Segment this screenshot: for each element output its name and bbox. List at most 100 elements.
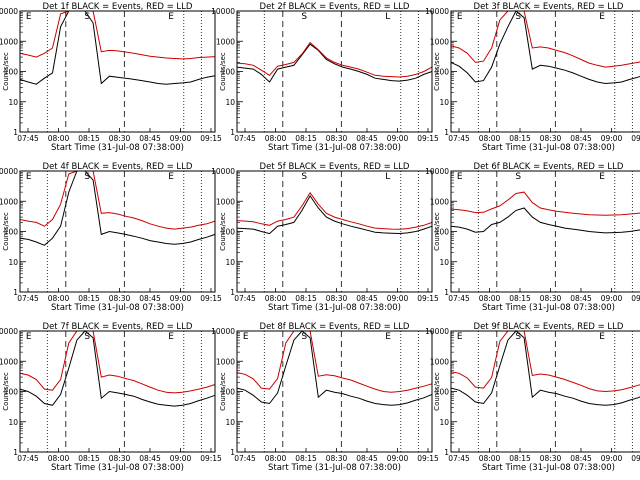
events-curve <box>19 170 216 246</box>
plot-frame <box>450 330 640 453</box>
y-tick-label: 1000 <box>216 37 235 46</box>
x-tick-label: 09:15 <box>200 134 222 143</box>
plot-frame <box>19 330 216 453</box>
x-tick-label: 07:45 <box>234 454 256 463</box>
panel-6: Det 6f BLACK = Events, RED = LLD Counts/s… <box>425 162 640 313</box>
x-tick-label: 08:30 <box>326 294 348 303</box>
lld-curve <box>450 10 640 68</box>
y-axis-label: Counts/sec <box>433 52 441 91</box>
panel-title: Det 6f BLACK = Events, RED = LLD <box>474 162 624 172</box>
y-tick-label: 1 <box>230 448 235 457</box>
x-tick-label: 08:00 <box>265 134 287 143</box>
lld-curve <box>450 191 640 216</box>
x-axis-label: Start Time (31-Jul-08 07:38:00) <box>51 463 184 473</box>
x-tick-label: 08:30 <box>326 454 348 463</box>
x-tick-label: 08:45 <box>356 134 378 143</box>
lld-curve <box>450 330 640 393</box>
x-tick-label: 08:45 <box>570 294 592 303</box>
x-tick-label: 08:15 <box>509 294 531 303</box>
event-marker-label: E <box>599 12 605 22</box>
x-tick-label: 08:00 <box>265 294 287 303</box>
x-tick-label: 09:00 <box>601 454 623 463</box>
y-tick-label: 100 <box>435 228 450 237</box>
x-axis-label: Start Time (31-Jul-08 07:38:00) <box>268 303 401 313</box>
x-tick-label: 07:45 <box>17 134 39 143</box>
event-marker-label: S <box>84 12 90 22</box>
x-tick-label: 08:30 <box>540 454 562 463</box>
panel-4: Det 4f BLACK = Events, RED = LLD Counts/s… <box>0 162 222 313</box>
x-tick-label: 09:00 <box>170 134 192 143</box>
x-tick-label: 09:00 <box>170 294 192 303</box>
x-tick-label: 08:15 <box>78 134 100 143</box>
event-marker-label: E <box>26 12 32 22</box>
panel-title: Det 3f BLACK = Events, RED = LLD <box>474 2 624 12</box>
x-tick-label: 09:15 <box>631 454 640 463</box>
x-tick-label: 08:00 <box>479 134 501 143</box>
y-axis-label: Counts/sec <box>2 372 10 411</box>
panel-7: Det 7f BLACK = Events, RED = LLD Counts/s… <box>0 322 222 473</box>
y-tick-label: 10 <box>225 258 235 267</box>
lld-curve <box>236 330 433 393</box>
x-tick-label: 07:45 <box>17 454 39 463</box>
y-tick-label: 10000 <box>425 327 449 336</box>
x-tick-label: 08:00 <box>48 294 70 303</box>
y-tick-label: 10 <box>225 98 235 107</box>
x-tick-label: 08:15 <box>78 454 100 463</box>
plot-frame <box>236 10 433 133</box>
x-tick-label: 09:15 <box>417 134 439 143</box>
x-tick-label: 09:15 <box>631 294 640 303</box>
x-tick-label: 08:15 <box>295 134 317 143</box>
event-marker-label: S <box>301 12 307 22</box>
x-tick-label: 08:45 <box>356 454 378 463</box>
y-tick-label: 1000 <box>430 197 449 206</box>
event-marker-label: S <box>301 332 307 342</box>
x-tick-label: 08:15 <box>509 134 531 143</box>
y-tick-label: 1 <box>444 128 449 137</box>
y-tick-label: 10000 <box>425 7 449 16</box>
y-tick-label: 10 <box>8 418 18 427</box>
y-tick-label: 1 <box>13 448 18 457</box>
y-tick-label: 100 <box>221 228 236 237</box>
panel-title: Det 8f BLACK = Events, RED = LLD <box>260 322 410 332</box>
y-tick-label: 1 <box>444 288 449 297</box>
x-tick-label: 09:00 <box>387 294 409 303</box>
y-tick-label: 10 <box>8 258 18 267</box>
x-tick-label: 08:00 <box>479 454 501 463</box>
lld-curve <box>236 41 433 78</box>
y-tick-label: 10000 <box>0 167 18 176</box>
panel-8: Det 8f BLACK = Events, RED = LLD Counts/s… <box>211 322 439 473</box>
y-tick-label: 1000 <box>430 357 449 366</box>
x-axis-label: Start Time (31-Jul-08 07:38:00) <box>51 303 184 313</box>
x-tick-label: 08:15 <box>295 294 317 303</box>
events-curve <box>450 10 640 85</box>
y-axis-label: Counts/sec <box>433 372 441 411</box>
y-tick-label: 10000 <box>211 7 235 16</box>
x-tick-label: 08:30 <box>326 134 348 143</box>
panel-title: Det 4f BLACK = Events, RED = LLD <box>43 162 193 172</box>
y-tick-label: 10 <box>225 418 235 427</box>
y-tick-label: 1000 <box>216 197 235 206</box>
events-curve <box>236 330 433 406</box>
x-axis-label: Start Time (31-Jul-08 07:38:00) <box>268 463 401 473</box>
y-axis-label: Counts/sec <box>219 52 227 91</box>
y-tick-label: 10 <box>8 98 18 107</box>
y-tick-label: 1000 <box>0 197 18 206</box>
x-tick-label: 08:45 <box>356 294 378 303</box>
x-axis-label: Start Time (31-Jul-08 07:38:00) <box>482 143 615 153</box>
x-tick-label: 09:15 <box>417 454 439 463</box>
y-axis-label: Counts/sec <box>219 212 227 251</box>
panel-title: Det 1f BLACK = Events, RED = LLD <box>43 2 193 12</box>
y-tick-label: 1 <box>230 128 235 137</box>
x-tick-label: 07:45 <box>448 294 470 303</box>
y-tick-label: 10000 <box>0 327 18 336</box>
panel-title: Det 9f BLACK = Events, RED = LLD <box>474 322 624 332</box>
y-tick-label: 10 <box>439 98 449 107</box>
y-tick-label: 1 <box>230 288 235 297</box>
x-tick-label: 08:45 <box>570 134 592 143</box>
plot-frame <box>450 170 640 293</box>
panel-title: Det 7f BLACK = Events, RED = LLD <box>43 322 193 332</box>
y-tick-label: 100 <box>4 228 19 237</box>
y-tick-label: 1000 <box>0 357 18 366</box>
panel-2: Det 2f BLACK = Events, RED = LLD Counts/s… <box>211 2 439 153</box>
event-marker-label: E <box>599 332 605 342</box>
